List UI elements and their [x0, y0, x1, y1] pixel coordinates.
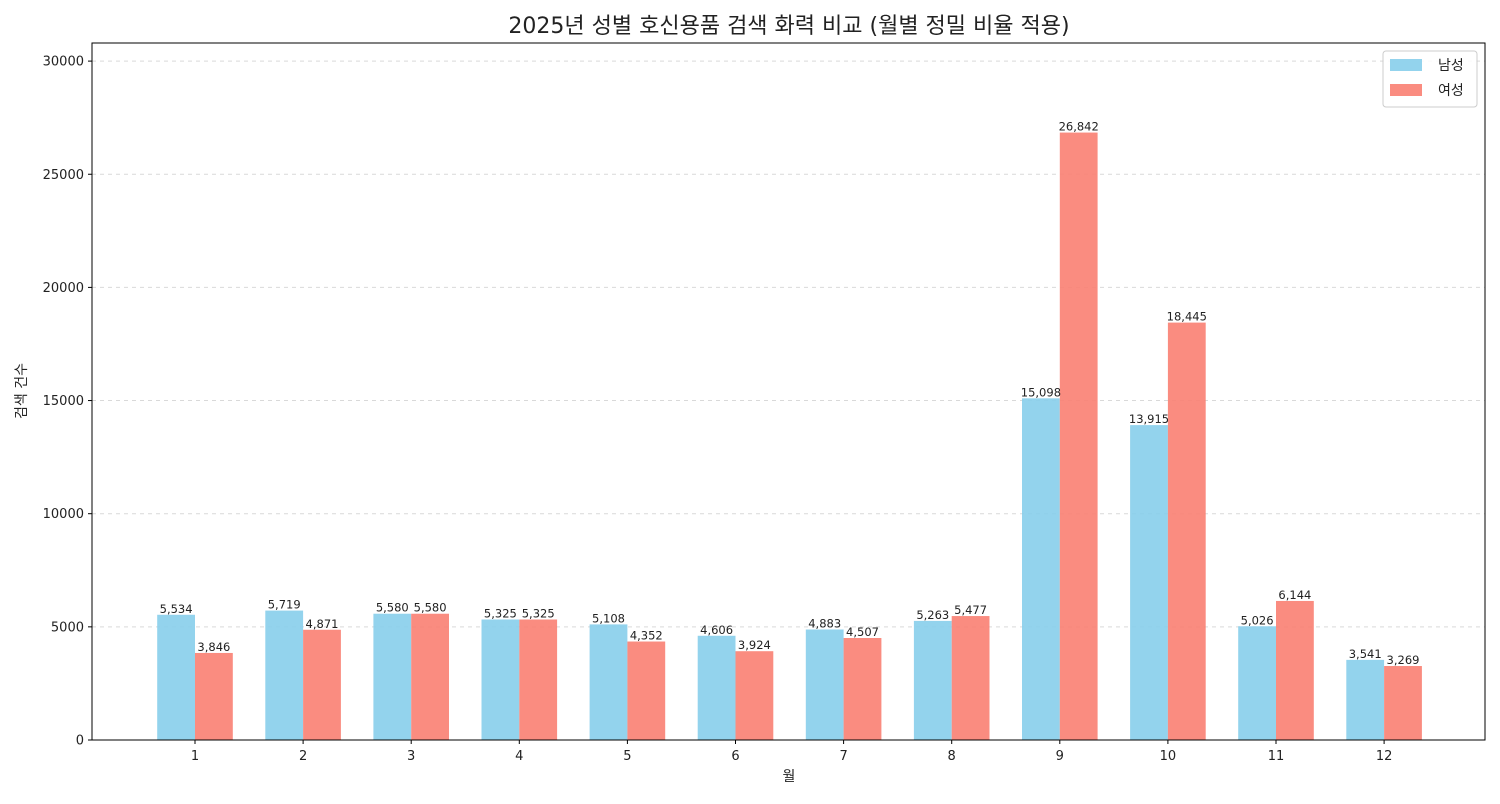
- bar-value-label: 5,477: [954, 603, 987, 617]
- bar-male-month-1: [157, 614, 195, 740]
- legend-label-male: 남성: [1438, 58, 1464, 74]
- bar-male-month-3: [373, 613, 412, 740]
- bar-male-month-10: [1130, 425, 1168, 740]
- bar-value-label: 4,352: [630, 629, 663, 643]
- bars: [157, 132, 1422, 740]
- y-tick-label: 0: [76, 734, 84, 749]
- bar-value-label: 4,507: [846, 625, 879, 639]
- x-tick-label: 2: [299, 749, 307, 764]
- x-tick-label: 12: [1376, 749, 1393, 764]
- bar-female-month-10: [1167, 322, 1206, 740]
- bar-value-label: 15,098: [1021, 385, 1061, 399]
- bar-value-label: 5,534: [160, 602, 193, 616]
- bar-female-month-11: [1276, 600, 1314, 740]
- bar-value-label: 4,871: [306, 617, 339, 631]
- bar-female-month-8: [951, 616, 990, 740]
- x-tick-label: 6: [731, 749, 739, 764]
- bar-male-month-11: [1238, 626, 1276, 740]
- bar-female-month-7: [843, 638, 882, 740]
- bar-male-month-5: [589, 624, 628, 740]
- bar-value-label: 3,924: [738, 638, 771, 652]
- bar-value-label: 4,883: [808, 616, 841, 630]
- bar-labels: 5,534 3,846 5,719 4,871 5,580 5,580 5,325 5,325…: [160, 120, 1420, 667]
- bar-male-month-2: [265, 610, 304, 740]
- bar-value-label: 5,325: [484, 606, 517, 620]
- bar-female-month-3: [411, 613, 449, 740]
- bar-male-month-9: [1022, 398, 1060, 740]
- bar-value-label: 5,325: [522, 606, 555, 620]
- bar-male-month-8: [913, 620, 952, 740]
- y-tick-label: 25000: [43, 168, 84, 183]
- bar-female-month-6: [735, 651, 774, 740]
- chart-title: 2025년 성별 호신용품 검색 화력 비교 (월별 정밀 비율 적용): [508, 14, 1069, 39]
- y-tick-label: 15000: [43, 394, 84, 409]
- bar-value-label: 26,842: [1059, 120, 1099, 134]
- bar-value-label: 13,915: [1129, 412, 1169, 426]
- legend: 남성 여성: [1382, 50, 1478, 108]
- gridlines: [92, 60, 1485, 628]
- bar-value-label: 5,580: [376, 601, 409, 615]
- bar-male-month-6: [697, 635, 736, 740]
- x-tick-label: 10: [1160, 749, 1177, 764]
- bar-value-label: 5,719: [268, 598, 301, 612]
- legend-swatch-male: [1390, 59, 1422, 71]
- x-tick-label: 9: [1056, 749, 1064, 764]
- bar-value-label: 18,445: [1167, 310, 1207, 324]
- y-axis-ticks: 0 5000 10000 15000 20000 25000 30000: [43, 55, 92, 749]
- bar-value-label: 4,606: [700, 623, 733, 637]
- x-tick-label: 8: [948, 749, 956, 764]
- bar-male-month-12: [1346, 659, 1385, 740]
- x-tick-label: 11: [1268, 749, 1285, 764]
- x-tick-label: 1: [191, 749, 199, 764]
- bar-value-label: 5,580: [414, 601, 447, 615]
- bar-female-month-4: [519, 619, 558, 740]
- x-tick-label: 4: [515, 749, 523, 764]
- legend-swatch-female: [1390, 84, 1422, 96]
- x-tick-label: 5: [623, 749, 631, 764]
- bar-value-label: 5,108: [592, 611, 625, 625]
- x-tick-label: 7: [839, 749, 847, 764]
- bar-value-label: 5,263: [916, 608, 949, 622]
- bar-male-month-7: [805, 629, 844, 740]
- bar-value-label: 3,269: [1387, 653, 1420, 667]
- y-tick-label: 20000: [43, 281, 84, 296]
- y-axis-label: 검색 건수: [14, 363, 30, 419]
- x-axis-label: 월: [783, 769, 796, 785]
- y-tick-label: 10000: [43, 507, 84, 522]
- bar-value-label: 6,144: [1278, 588, 1311, 602]
- bar-female-month-12: [1384, 666, 1422, 740]
- plot-frame: [91, 42, 1486, 741]
- x-tick-label: 3: [407, 749, 415, 764]
- bar-female-month-9: [1059, 132, 1098, 740]
- x-axis-ticks: 1 2 3 4 5 6 7 8 9 10 11 12: [191, 740, 1393, 764]
- bar-female-month-2: [303, 629, 341, 740]
- bar-female-month-5: [627, 641, 666, 740]
- bar-male-month-4: [481, 619, 520, 740]
- bar-female-month-1: [195, 652, 233, 740]
- bar-value-label: 3,846: [197, 640, 230, 654]
- y-tick-label: 5000: [51, 620, 84, 635]
- bar-value-label: 3,541: [1349, 647, 1382, 661]
- legend-label-female: 여성: [1438, 83, 1464, 99]
- bar-value-label: 5,026: [1241, 613, 1274, 627]
- y-tick-label: 30000: [43, 55, 84, 70]
